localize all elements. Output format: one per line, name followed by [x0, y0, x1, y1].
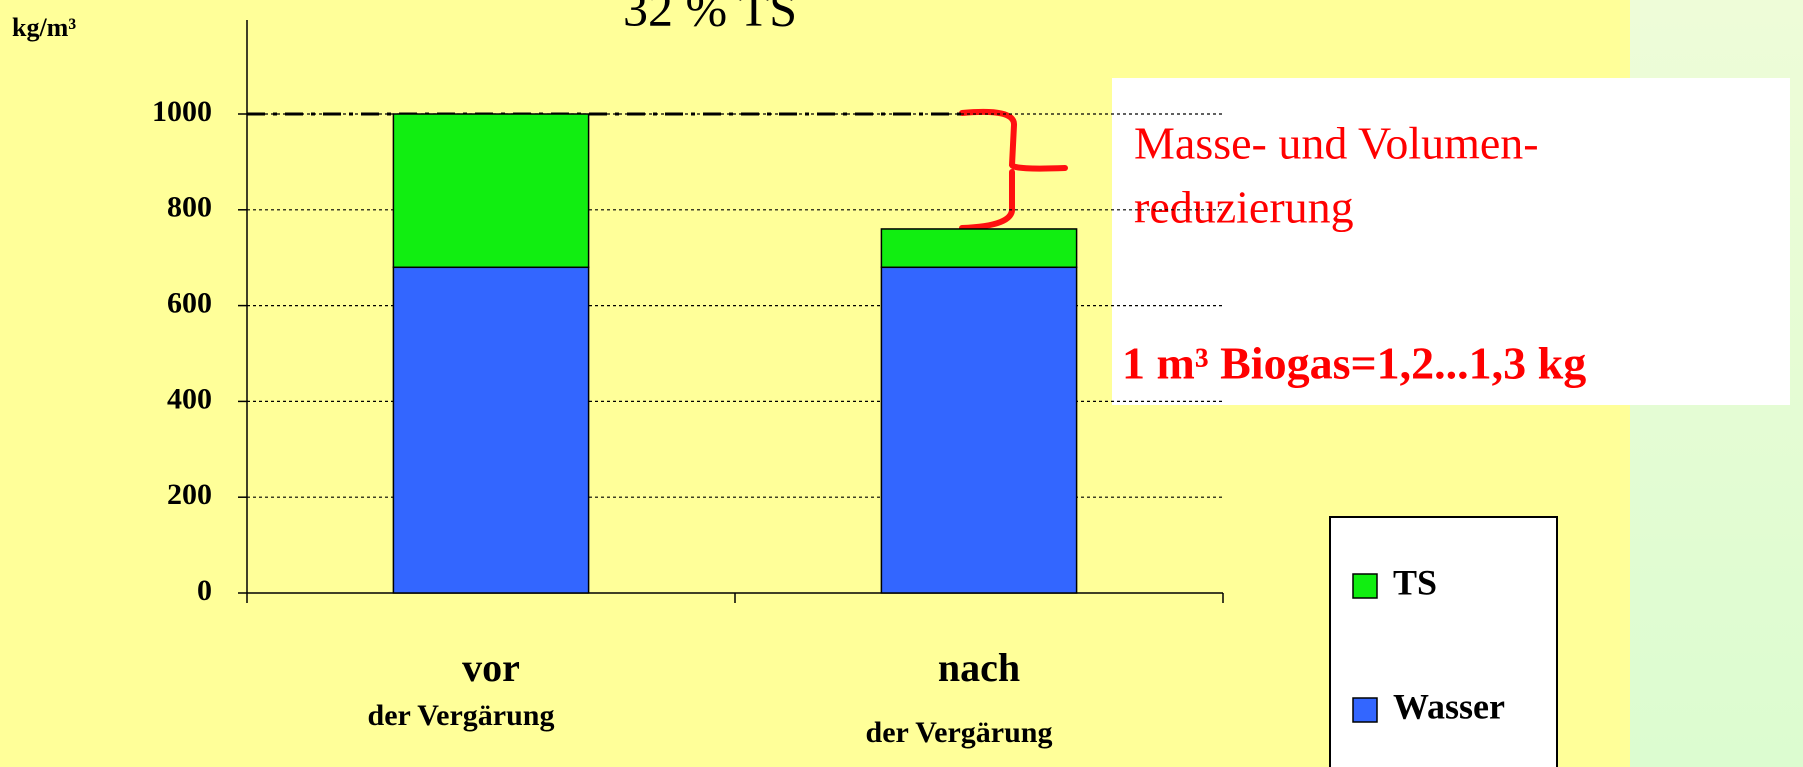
- x-tick-sublabel: der Vergärung: [368, 699, 555, 732]
- brace: [959, 108, 1068, 231]
- bar-segment: [392, 113, 590, 269]
- chart-title: 32 % TS: [623, 0, 797, 36]
- y-tick-label: 400: [167, 382, 212, 415]
- legend-swatch: [1352, 573, 1378, 599]
- y-tick-label: 600: [167, 286, 212, 319]
- bar-segment: [392, 266, 590, 594]
- annotation: Masse- und Volumen-: [1134, 118, 1539, 169]
- y-axis-label: kg/m³: [12, 13, 76, 42]
- annotation-box: [1112, 78, 1790, 405]
- y-tick-label: 800: [167, 191, 212, 224]
- x-tick-sublabel: der Vergärung: [866, 716, 1053, 749]
- legend-label: Wasser: [1393, 686, 1505, 726]
- y-tick-label: 0: [197, 574, 212, 607]
- y-tick-label: 1000: [152, 95, 212, 128]
- bar-segment: [880, 228, 1078, 269]
- x-tick-label: nach: [938, 645, 1020, 690]
- annotation: 1 m³ Biogas=1,2...1,3 kg: [1122, 338, 1586, 389]
- x-tick-label: vor: [462, 645, 520, 690]
- y-tick-label: 200: [167, 478, 212, 511]
- annotation: reduzierung: [1134, 182, 1354, 233]
- legend-box: [1329, 516, 1558, 767]
- legend-swatch: [1352, 697, 1378, 723]
- bar-segment: [880, 266, 1078, 594]
- legend-label: TS: [1393, 562, 1437, 602]
